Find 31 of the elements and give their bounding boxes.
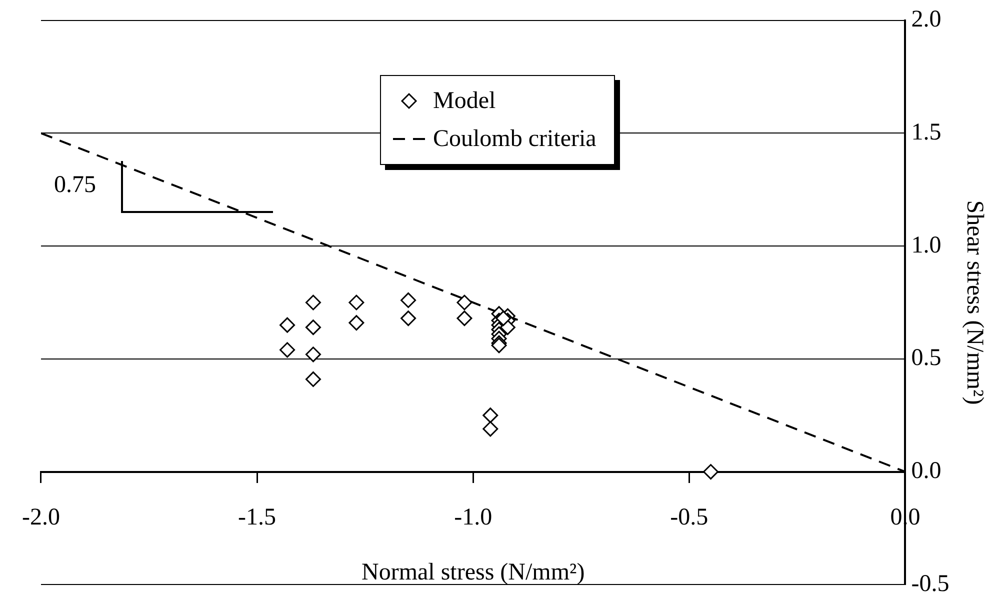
point	[280, 342, 296, 358]
x-axis-title: Normal stress (N/mm²)	[362, 559, 585, 586]
legend-label: Coulomb criteria	[433, 126, 596, 152]
point	[482, 421, 498, 437]
point	[482, 408, 498, 424]
y-tick-label: 0.0	[911, 458, 942, 484]
x-tick-label: -2.0	[22, 504, 60, 530]
point	[305, 320, 321, 336]
point	[456, 294, 472, 310]
point	[456, 310, 472, 326]
point	[348, 294, 364, 310]
x-tick-label: -1.0	[454, 504, 492, 530]
point	[348, 315, 364, 331]
point	[703, 464, 719, 480]
y-axis-title: Shear stress (N/mm²)	[961, 200, 988, 405]
point	[280, 317, 296, 333]
y-tick-label: 0.5	[911, 345, 942, 372]
annotation: 0.75	[54, 172, 96, 199]
point	[305, 346, 321, 362]
y-tick-label: 1.0	[911, 232, 942, 258]
point	[400, 310, 416, 326]
point	[305, 294, 321, 310]
y-tick-label: 1.5	[911, 120, 942, 146]
x-tick-label: -1.5	[238, 504, 276, 530]
point	[305, 371, 321, 387]
point	[496, 310, 512, 326]
legend-label: Model	[433, 88, 496, 114]
x-tick-label: -0.5	[670, 504, 708, 530]
point	[400, 292, 416, 308]
y-tick-label: -0.5	[911, 570, 950, 597]
y-tick-label: 2.0	[911, 6, 942, 33]
